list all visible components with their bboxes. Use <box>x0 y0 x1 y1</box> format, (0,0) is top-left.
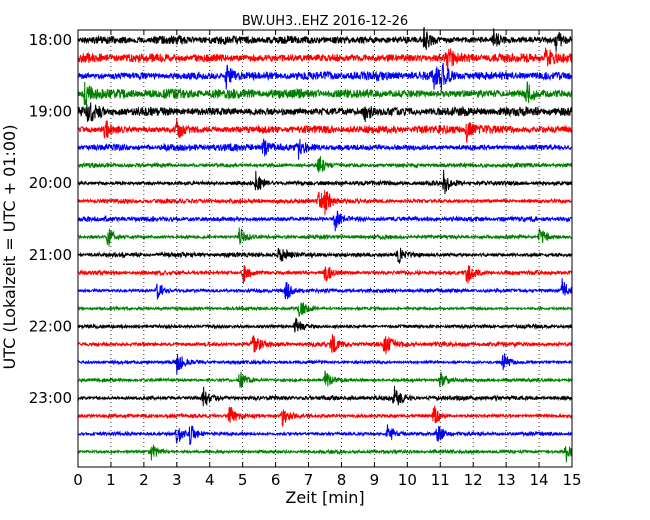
x-tick-label-14: 14 <box>530 471 549 489</box>
x-axis-ticks: 0 1 2 3 4 5 6 7 8 9 10 11 12 13 14 15 <box>73 30 582 489</box>
x-tick-label-10: 10 <box>398 471 417 489</box>
trace-row-20 <box>77 385 573 407</box>
y-tick-label-18:00: 18:00 <box>29 31 72 49</box>
y-tick-label-19:00: 19:00 <box>29 103 72 121</box>
y-axis-label: UTC (Lokalzeit = UTC + 01:00) <box>0 125 19 370</box>
trace-row-12 <box>77 247 573 264</box>
trace-row-7 <box>77 156 573 173</box>
trace-row-11 <box>77 227 573 247</box>
y-tick-label-23:00: 23:00 <box>29 389 72 407</box>
y-tick-label-20:00: 20:00 <box>29 174 72 192</box>
y-tick-label-21:00: 21:00 <box>29 246 72 264</box>
x-tick-label-7: 7 <box>304 471 314 489</box>
trace-row-17 <box>77 334 573 355</box>
x-tick-label-8: 8 <box>337 471 347 489</box>
trace-row-6 <box>77 138 573 160</box>
trace-row-1 <box>77 47 573 72</box>
x-tick-label-3: 3 <box>172 471 182 489</box>
x-tick-label-1: 1 <box>106 471 116 489</box>
trace-row-10 <box>77 210 573 232</box>
x-tick-label-2: 2 <box>139 471 149 489</box>
x-tick-label-12: 12 <box>464 471 483 489</box>
x-tick-label-5: 5 <box>238 471 248 489</box>
x-tick-label-11: 11 <box>431 471 450 489</box>
x-tick-label-6: 6 <box>271 471 281 489</box>
x-axis-label: Zeit [min] <box>285 488 364 507</box>
trace-row-22 <box>77 424 573 446</box>
plot-frame <box>77 29 573 468</box>
x-tick-label-4: 4 <box>205 471 215 489</box>
trace-row-14 <box>77 278 573 300</box>
trace-row-0 <box>77 26 573 52</box>
trace-row-9 <box>77 189 573 216</box>
trace-row-3 <box>77 81 573 106</box>
trace-row-5 <box>77 117 573 143</box>
trace-row-18 <box>77 353 573 375</box>
y-tick-label-22:00: 22:00 <box>29 317 72 335</box>
trace-row-4 <box>77 102 573 123</box>
trace-group <box>77 26 573 463</box>
trace-row-23 <box>77 444 573 463</box>
trace-row-16 <box>77 317 573 333</box>
trace-row-8 <box>77 169 573 195</box>
x-tick-label-13: 13 <box>497 471 516 489</box>
y-axis-ticks: 18:00 19:00 20:00 21:00 22:00 23:00 <box>29 31 572 407</box>
x-tick-label-15: 15 <box>562 471 581 489</box>
grid-lines <box>110 30 540 467</box>
trace-row-15 <box>77 302 573 317</box>
trace-row-21 <box>77 405 573 428</box>
trace-row-13 <box>77 265 573 284</box>
trace-row-2 <box>77 62 573 91</box>
x-tick-label-0: 0 <box>73 471 83 489</box>
chart-title: BW.UH3..EHZ 2016-12-26 <box>242 14 408 29</box>
x-tick-label-9: 9 <box>370 471 380 489</box>
trace-row-19 <box>77 370 573 388</box>
